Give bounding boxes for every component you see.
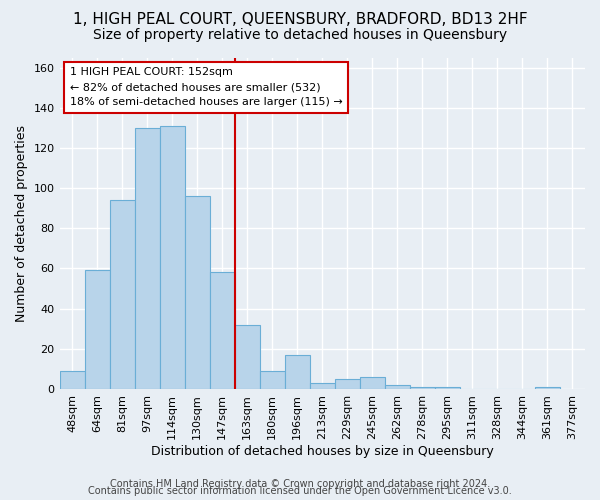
Bar [335, 379, 360, 389]
Bar [410, 387, 435, 389]
Bar [235, 324, 260, 389]
Bar [360, 377, 385, 389]
Bar [110, 200, 134, 389]
Bar [59, 371, 85, 389]
X-axis label: Distribution of detached houses by size in Queensbury: Distribution of detached houses by size … [151, 444, 494, 458]
Text: Size of property relative to detached houses in Queensbury: Size of property relative to detached ho… [93, 28, 507, 42]
Bar [310, 383, 335, 389]
Bar [285, 355, 310, 389]
Bar [185, 196, 209, 389]
Y-axis label: Number of detached properties: Number of detached properties [15, 124, 28, 322]
Text: Contains HM Land Registry data © Crown copyright and database right 2024.: Contains HM Land Registry data © Crown c… [110, 479, 490, 489]
Text: 1 HIGH PEAL COURT: 152sqm
← 82% of detached houses are smaller (532)
18% of semi: 1 HIGH PEAL COURT: 152sqm ← 82% of detac… [70, 68, 343, 107]
Text: 1, HIGH PEAL COURT, QUEENSBURY, BRADFORD, BD13 2HF: 1, HIGH PEAL COURT, QUEENSBURY, BRADFORD… [73, 12, 527, 28]
Bar [435, 387, 460, 389]
Bar [385, 385, 410, 389]
Bar [260, 371, 285, 389]
Bar [160, 126, 185, 389]
Bar [209, 272, 235, 389]
Text: Contains public sector information licensed under the Open Government Licence v3: Contains public sector information licen… [88, 486, 512, 496]
Bar [85, 270, 110, 389]
Bar [535, 387, 560, 389]
Bar [134, 128, 160, 389]
